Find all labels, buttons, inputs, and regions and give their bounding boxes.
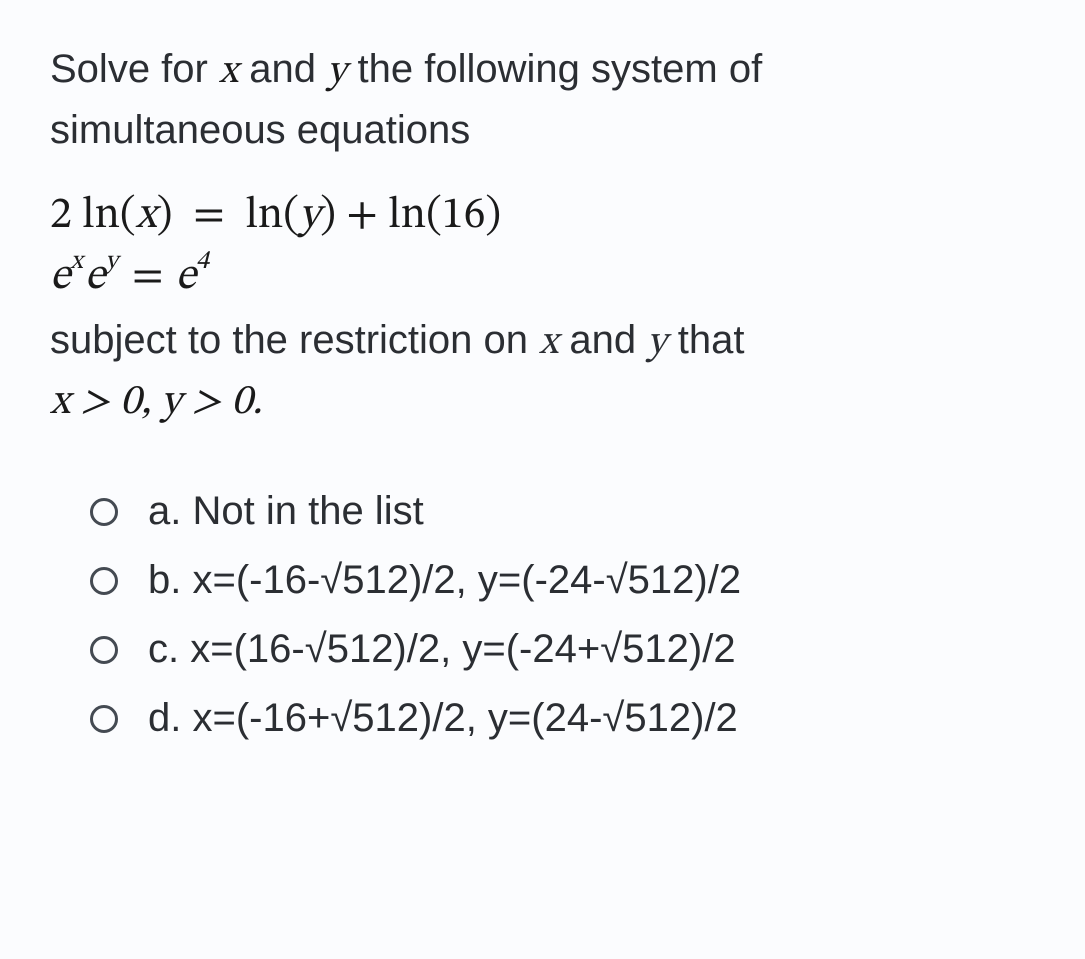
prompt-var-y: y [327, 52, 346, 92]
radio-icon[interactable] [90, 636, 118, 664]
option-c-label: c. [148, 627, 179, 671]
prompt-text-1: Solve for [50, 47, 219, 91]
options-list: a. Not in the list b. x=(-16-√512)/2, y=… [50, 489, 1035, 741]
eq2-equals: = [132, 250, 164, 305]
restrict-y: y [647, 323, 666, 363]
restriction-text: subject to the restriction on x and y th… [50, 311, 1035, 372]
condition-text: x > 0, y > 0. [50, 376, 1035, 429]
eq2-sup2: y [105, 246, 118, 279]
option-a-text: a. Not in the list [148, 489, 424, 534]
option-b-value: x=(-16-√512)/2, y=(-24-√512)/2 [192, 558, 741, 602]
option-d-text: d. x=(-16+√512)/2, y=(24-√512)/2 [148, 696, 738, 741]
option-a[interactable]: a. Not in the list [90, 489, 1035, 534]
option-d[interactable]: d. x=(-16+√512)/2, y=(24-√512)/2 [90, 696, 1035, 741]
equation-2: exey = e4 [50, 250, 1035, 305]
option-b-label: b. [148, 558, 181, 602]
radio-icon[interactable] [90, 567, 118, 595]
prompt-text-line2: simultaneous equations [50, 108, 470, 152]
eq2-sup1: x [70, 246, 82, 279]
option-c-value: x=(16-√512)/2, y=(-24+√512)/2 [190, 627, 735, 671]
option-d-value: x=(-16+√512)/2, y=(24-√512)/2 [192, 696, 737, 740]
restrict-pre: subject to the restriction on [50, 318, 539, 362]
restrict-x: x [539, 323, 558, 363]
prompt-text-tail1: the following system of [346, 47, 762, 91]
option-c[interactable]: c. x=(16-√512)/2, y=(-24+√512)/2 [90, 627, 1035, 672]
eq2-base2: e [85, 250, 105, 305]
question-container: Solve for x and y the following system o… [0, 0, 1085, 805]
option-b[interactable]: b. x=(-16-√512)/2, y=(-24-√512)/2 [90, 558, 1035, 603]
option-a-label: a. [148, 489, 181, 533]
question-prompt: Solve for x and y the following system o… [50, 40, 1035, 159]
option-c-text: c. x=(16-√512)/2, y=(-24+√512)/2 [148, 627, 736, 672]
option-a-value: Not in the list [192, 489, 423, 533]
option-d-label: d. [148, 696, 181, 740]
radio-icon[interactable] [90, 498, 118, 526]
eq2-base3: e [176, 250, 196, 305]
prompt-var-x: x [219, 52, 238, 92]
equation-1: 2 ln(x) = ln(y) + ln(16) [50, 189, 1035, 244]
eq2-sup3: 4 [196, 246, 209, 279]
eq2-base1: e [50, 250, 70, 305]
restrict-tail: that [667, 318, 745, 362]
option-b-text: b. x=(-16-√512)/2, y=(-24-√512)/2 [148, 558, 741, 603]
radio-icon[interactable] [90, 705, 118, 733]
prompt-text-mid1: and [238, 47, 327, 91]
restrict-mid: and [558, 318, 647, 362]
